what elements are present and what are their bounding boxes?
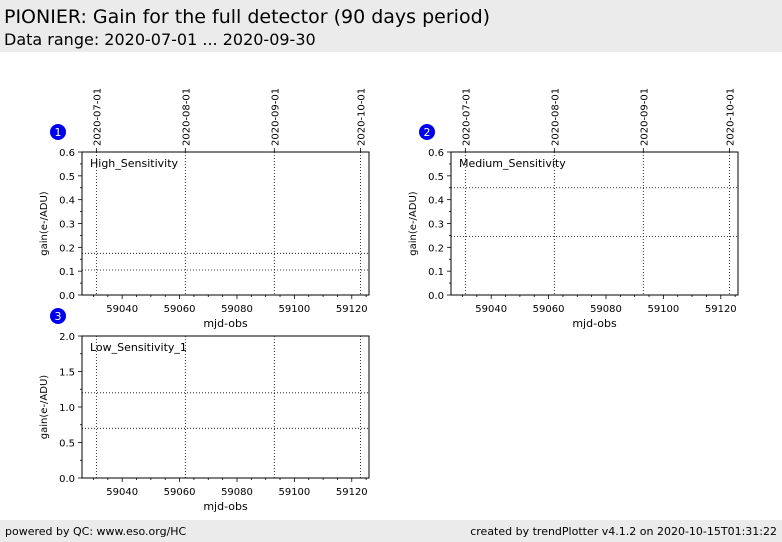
panel-badge-number: 3 xyxy=(55,310,62,323)
header-band: PIONIER: Gain for the full detector (90 … xyxy=(0,0,782,52)
y-axis-label: gain(e-/ADU) xyxy=(39,191,50,255)
x-tick-label: 59120 xyxy=(336,304,368,315)
y-tick-label: 0.0 xyxy=(59,291,75,302)
x-tick-label: 59100 xyxy=(278,304,310,315)
x-tick-label: 59060 xyxy=(164,487,196,498)
x-tick-label: 59060 xyxy=(164,304,196,315)
y-tick-label: 0.4 xyxy=(428,196,444,207)
series-label: Low_Sensitivity_1 xyxy=(90,341,187,354)
date-tick-label: 2020-07-01 xyxy=(461,88,472,146)
y-tick-label: 0.5 xyxy=(428,172,444,183)
y-axis-label: gain(e-/ADU) xyxy=(408,191,419,255)
y-axis-label: gain(e-/ADU) xyxy=(39,375,50,439)
date-tick-label: 2020-08-01 xyxy=(181,88,192,146)
plot-frame xyxy=(81,151,370,296)
date-tick-label: 2020-07-01 xyxy=(92,88,103,146)
x-axis-label: mjd-obs xyxy=(203,500,248,513)
date-tick-label: 2020-10-01 xyxy=(356,88,367,146)
y-tick-label: 1.0 xyxy=(59,403,75,414)
y-tick-label: 0.1 xyxy=(428,267,444,278)
y-tick-label: 0.0 xyxy=(59,474,75,485)
y-tick-label: 0.3 xyxy=(428,220,444,231)
panel-badge-circle xyxy=(50,124,66,140)
footer-generator: created by trendPlotter v4.1.2 on 2020-1… xyxy=(470,525,777,538)
y-tick-label: 0.0 xyxy=(428,291,444,302)
chart-panel-3: 3 59040 59060 59080 59100 59120 0.0 0.5 1.0 1.5 2.… xyxy=(39,308,370,513)
x-tick-label: 59120 xyxy=(705,304,737,315)
panel-badge-number: 1 xyxy=(55,126,62,139)
footer-credit: powered by QC: www.eso.org/HC xyxy=(5,525,187,538)
y-tick-label: 0.1 xyxy=(59,267,75,278)
plot-frame xyxy=(81,335,370,479)
x-tick-label: 59040 xyxy=(106,304,138,315)
footer-band: powered by QC: www.eso.org/HC created by… xyxy=(0,520,782,542)
chart-panel-2: 2 2020-07-01 2020-08-01 2020-09-01 2020-10-0… xyxy=(408,88,739,330)
y-tick-label: 0.3 xyxy=(59,220,75,231)
x-axis-label: mjd-obs xyxy=(572,317,617,330)
page-title: PIONIER: Gain for the full detector (90 … xyxy=(4,6,491,28)
y-tick-label: 0.5 xyxy=(59,172,75,183)
y-tick-label: 0.2 xyxy=(428,243,444,254)
x-axis-label: mjd-obs xyxy=(203,317,248,330)
x-tick-label: 59040 xyxy=(475,304,507,315)
date-tick-label: 2020-09-01 xyxy=(639,88,650,146)
plot-frame xyxy=(450,151,739,296)
panel-badge-number: 2 xyxy=(424,126,431,139)
x-tick-label: 59100 xyxy=(278,487,310,498)
page-subtitle: Data range: 2020-07-01 ... 2020-09-30 xyxy=(4,30,316,49)
x-tick-label: 59080 xyxy=(221,304,253,315)
y-tick-label: 0.4 xyxy=(59,196,75,207)
date-tick-label: 2020-09-01 xyxy=(270,88,281,146)
panel-badge-circle xyxy=(50,308,66,324)
date-tick-label: 2020-08-01 xyxy=(550,88,561,146)
date-tick-label: 2020-10-01 xyxy=(725,88,736,146)
series-label: Medium_Sensitivity xyxy=(459,157,566,170)
chart-panel-1: 1 2020-07-01 2020-08-01 2020-09-01 2020-10-0… xyxy=(39,88,370,330)
series-label: High_Sensitivity xyxy=(90,157,179,170)
x-tick-label: 59040 xyxy=(106,487,138,498)
x-tick-label: 59120 xyxy=(336,487,368,498)
panel-badge-circle xyxy=(419,124,435,140)
y-tick-label: 0.6 xyxy=(59,148,75,159)
y-tick-label: 2.0 xyxy=(59,332,75,343)
x-tick-label: 59060 xyxy=(533,304,565,315)
x-tick-label: 59080 xyxy=(221,487,253,498)
x-tick-label: 59080 xyxy=(590,304,622,315)
y-tick-label: 0.6 xyxy=(428,148,444,159)
y-tick-label: 1.5 xyxy=(59,368,75,379)
y-tick-label: 0.5 xyxy=(59,439,75,450)
y-tick-label: 0.2 xyxy=(59,243,75,254)
x-tick-label: 59100 xyxy=(647,304,679,315)
